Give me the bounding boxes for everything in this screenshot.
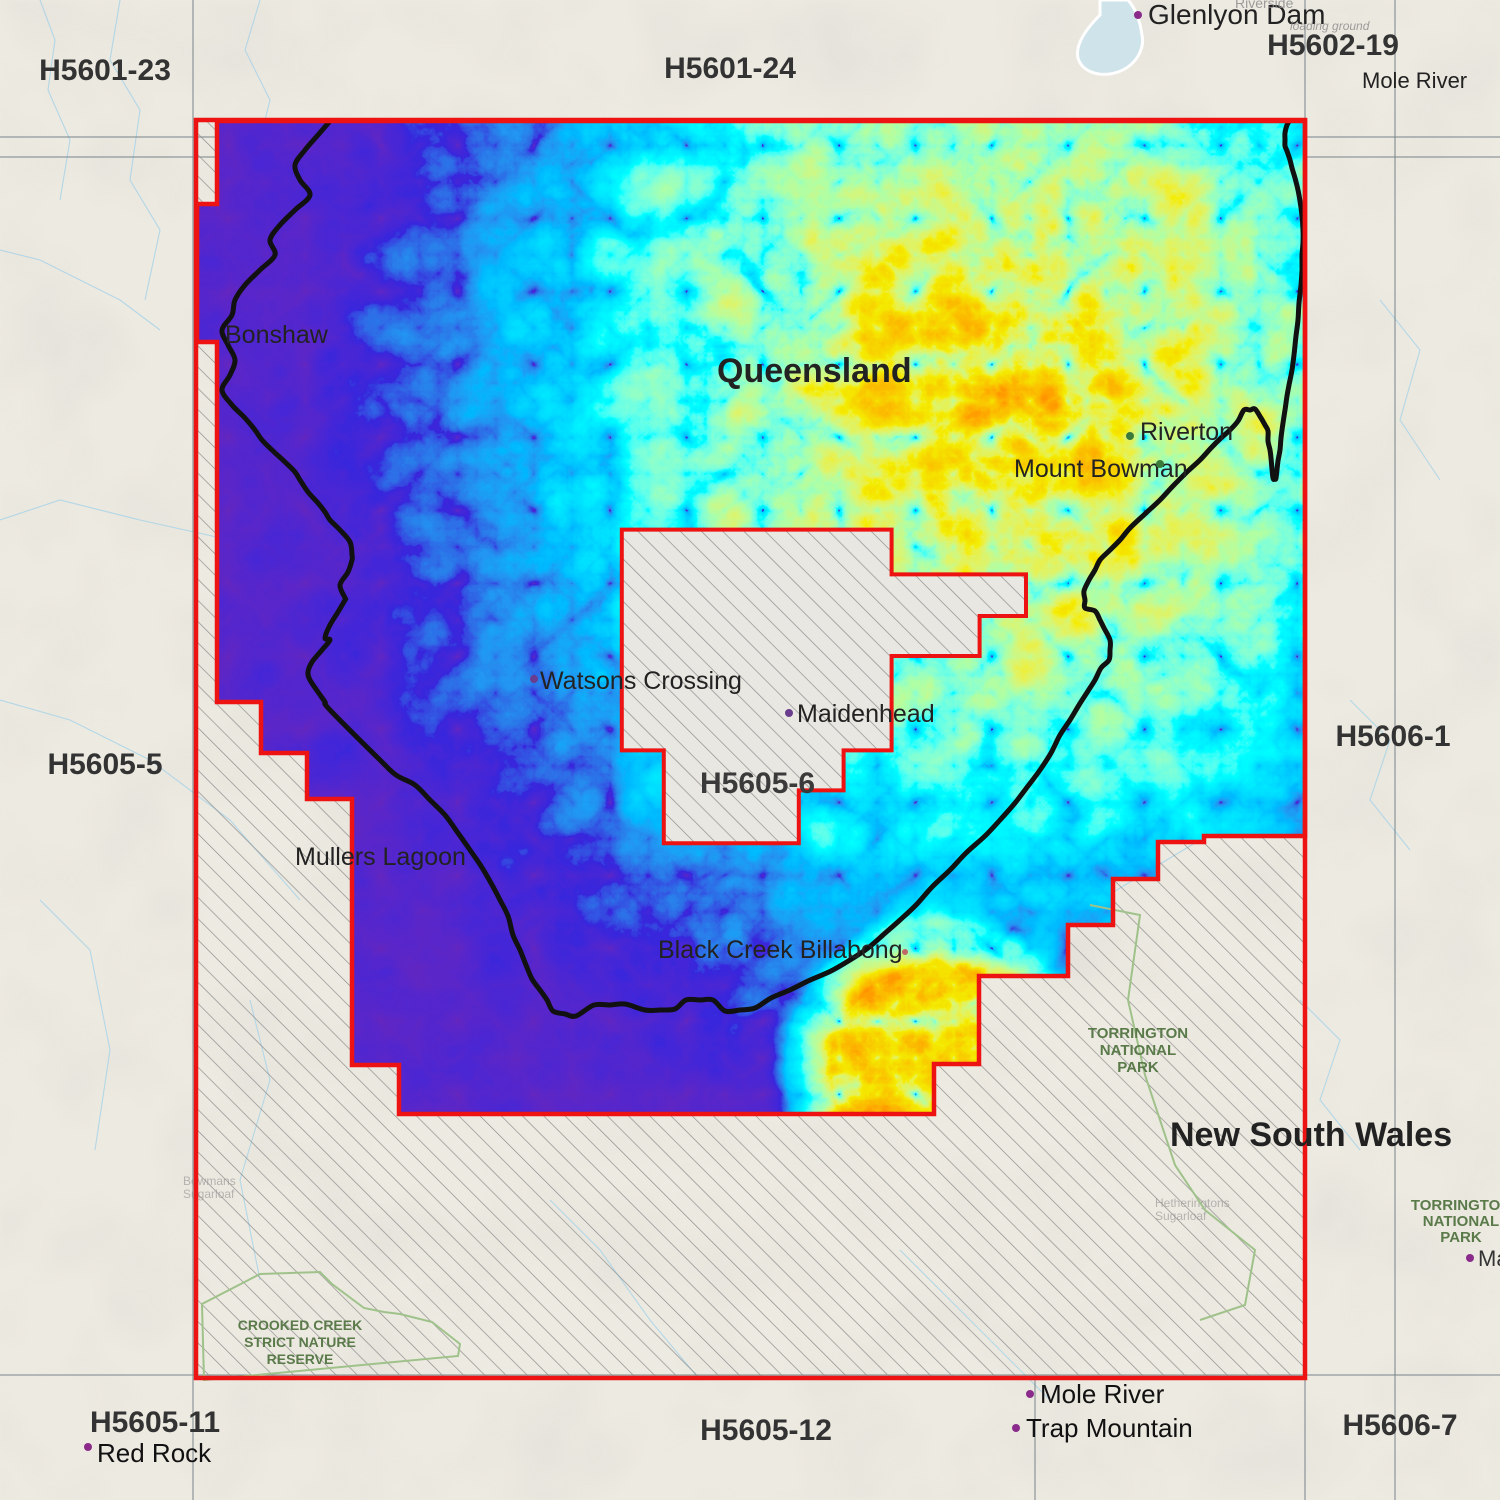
svg-text:Mullers Lagoon: Mullers Lagoon xyxy=(295,843,466,871)
svg-text:Maidenhead: Maidenhead xyxy=(797,700,935,728)
svg-text:New South Wales: New South Wales xyxy=(1170,1116,1452,1154)
svg-text:Riverton: Riverton xyxy=(1140,418,1233,446)
svg-text:H5605-6: H5605-6 xyxy=(700,767,815,800)
svg-text:CROOKED CREEK: CROOKED CREEK xyxy=(238,1317,362,1333)
svg-text:NATIONAL: NATIONAL xyxy=(1100,1042,1176,1059)
svg-text:Bonshaw: Bonshaw xyxy=(225,321,329,349)
svg-text:Queensland: Queensland xyxy=(717,352,912,390)
svg-text:TORRINGTON: TORRINGTON xyxy=(1088,1025,1188,1042)
svg-text:RESERVE: RESERVE xyxy=(267,1351,334,1367)
svg-text:STRICT NATURE: STRICT NATURE xyxy=(244,1334,356,1350)
svg-text:PARK: PARK xyxy=(1117,1059,1159,1076)
svg-text:Mount Bowman: Mount Bowman xyxy=(1014,455,1188,483)
svg-text:Black Creek Billabong: Black Creek Billabong xyxy=(658,936,903,964)
svg-text:Watsons Crossing: Watsons Crossing xyxy=(540,667,742,695)
